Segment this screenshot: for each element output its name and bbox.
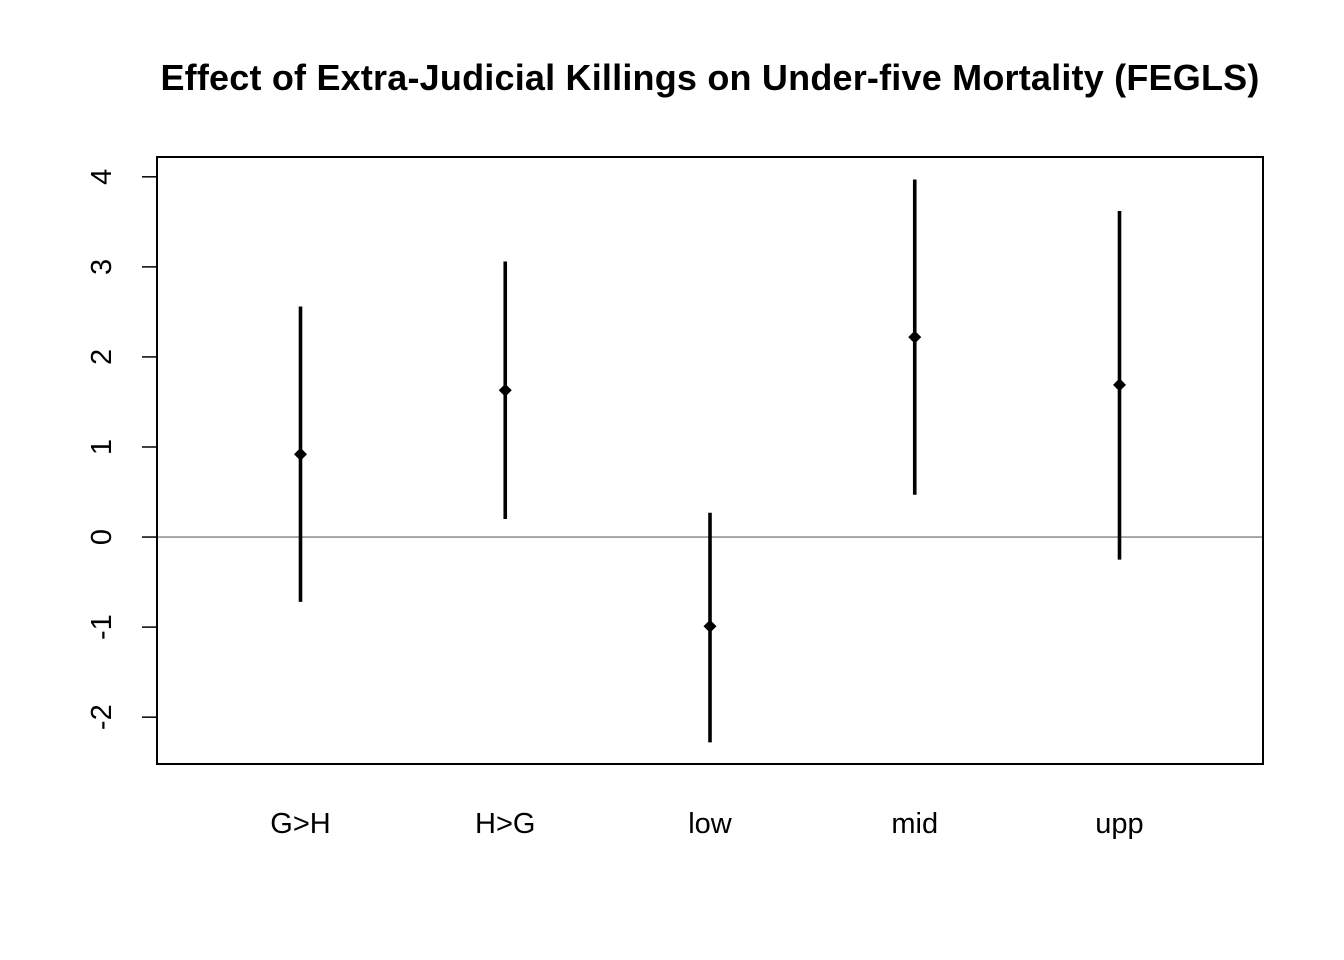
x-tick-label: H>G — [475, 808, 535, 840]
x-tick-label: mid — [891, 808, 938, 840]
y-tick-label: 0 — [86, 529, 118, 545]
y-tick-label: 3 — [86, 259, 118, 275]
point-estimate-mid — [908, 330, 922, 344]
x-tick-label: low — [688, 808, 733, 840]
x-tick-label: G>H — [270, 808, 330, 840]
y-tick-label: -2 — [86, 704, 118, 730]
y-tick-label: 1 — [86, 439, 118, 455]
y-tick-label: 4 — [86, 169, 118, 185]
point-estimate-low — [703, 619, 717, 633]
y-tick-label: 2 — [86, 349, 118, 365]
plot-frame — [156, 156, 1264, 765]
y-tick-label: -1 — [86, 614, 118, 640]
point-estimate-G>H — [294, 447, 307, 461]
point-estimate-upp — [1113, 378, 1126, 392]
point-estimate-H>G — [498, 383, 512, 397]
x-tick-label: upp — [1095, 808, 1143, 840]
chart-title: Effect of Extra-Judicial Killings on Und… — [160, 57, 1260, 98]
